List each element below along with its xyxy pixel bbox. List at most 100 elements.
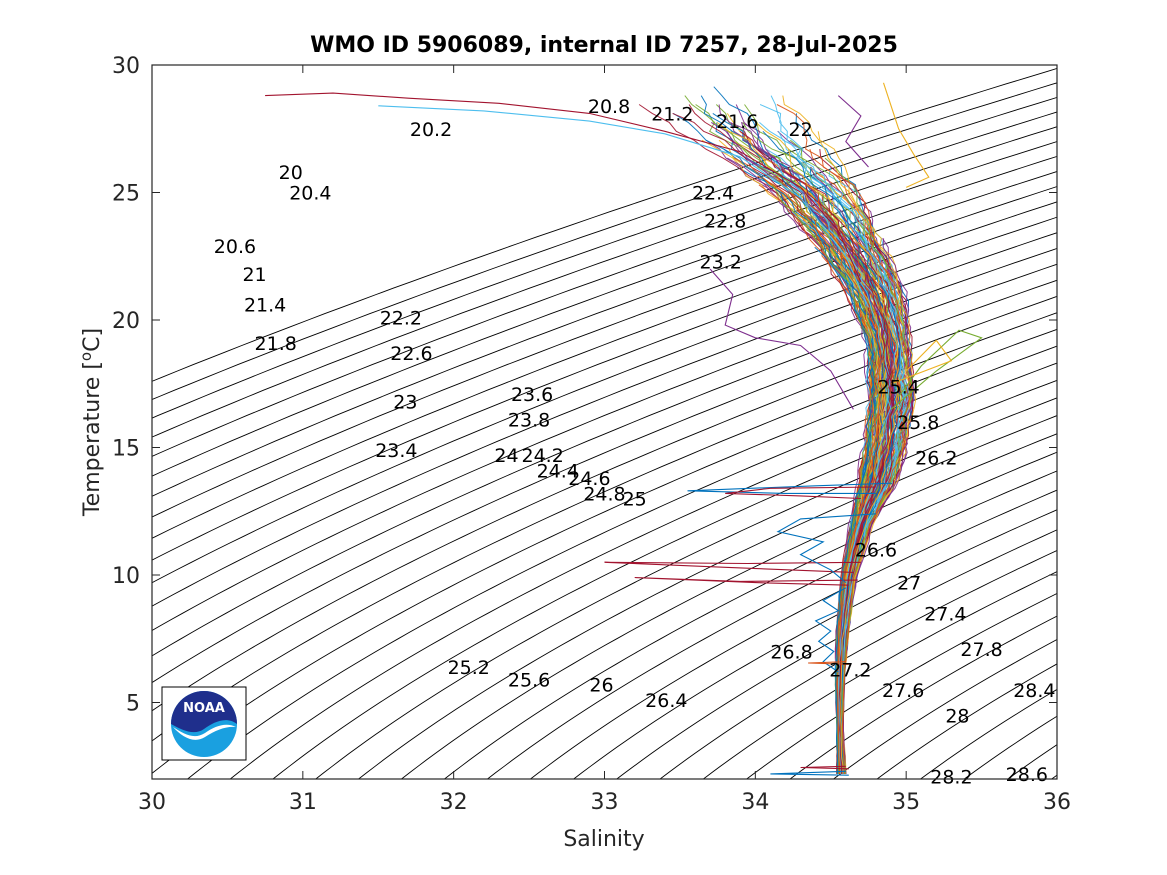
density-contour-label: 27.8: [960, 639, 1002, 661]
density-contour-label: 22.4: [692, 183, 734, 205]
x-axis-label: Salinity: [563, 827, 644, 852]
density-contour-label: 21.4: [244, 295, 286, 317]
density-contour: [443, 451, 1057, 779]
density-contour: [616, 529, 1057, 779]
density-contour-label: 24.2: [522, 445, 564, 467]
chart-title: WMO ID 5906089, internal ID 7257, 28-Jul…: [310, 33, 898, 58]
profile-line-surface-inflow-cyan: [378, 105, 870, 308]
density-contour-label: 20: [279, 162, 303, 184]
density-contour: [357, 415, 1057, 779]
profile-line-upper-right-spikes: [837, 95, 869, 168]
profile-line-intrusion-11: [776, 513, 877, 584]
density-contour-label: 26.4: [645, 690, 687, 712]
y-tick-label: 30: [112, 54, 140, 79]
density-contour-label: 20.2: [410, 119, 452, 141]
density-contour: [745, 592, 1057, 779]
density-contour-label: 23.4: [375, 440, 417, 462]
density-contour: [789, 615, 1057, 779]
profile-line-intrusion-13: [687, 482, 892, 494]
density-contour: [152, 232, 1057, 607]
density-contour: [152, 201, 1057, 561]
density-contour-label: 27.2: [829, 659, 871, 681]
density-contour-label: 22: [788, 119, 812, 141]
density-contour: [152, 216, 1057, 584]
density-contour: [152, 186, 1057, 539]
profile-line: [766, 175, 881, 774]
profile-line: [824, 211, 895, 774]
density-contour: [152, 328, 1057, 774]
y-tick-label: 25: [112, 182, 140, 207]
density-contour-label: 27.6: [882, 680, 924, 702]
y-axis: 5 10 15 20 25 30: [112, 54, 1057, 717]
density-contour-label: 28.2: [930, 766, 972, 788]
density-contour: [152, 263, 1057, 657]
density-contour-label: 28.4: [1013, 680, 1055, 702]
y-axis-label-main: Temperature [: [80, 361, 105, 517]
density-contour-label: 28.6: [1006, 764, 1048, 786]
y-axis-label: Temperature [oC]: [77, 328, 105, 517]
y-axis-label-unit: C]: [80, 328, 105, 352]
density-contour-label: 26.8: [770, 642, 812, 664]
profile-line-surface-inflow-long: [265, 92, 862, 283]
profile-line-wiggle-deep: [814, 587, 847, 673]
density-contour: [186, 345, 1057, 779]
density-contour-label: 28: [945, 705, 969, 727]
density-contour-label: 23.8: [508, 409, 550, 431]
profile-line-bottom-spike: [770, 770, 849, 776]
profile-line-intrusion-10b: [634, 576, 858, 586]
density-contour: [315, 397, 1057, 779]
density-contour: [152, 67, 1057, 382]
profile-line-right-excursion: [890, 329, 983, 410]
density-contour: [486, 470, 1057, 779]
profile-line: [776, 104, 914, 774]
y-tick-label: 20: [112, 309, 140, 334]
y-axis-label-degree: o: [77, 352, 95, 361]
density-contour-label: 20.6: [214, 236, 256, 258]
density-contour-label: 22.6: [390, 343, 432, 365]
x-tick-label: 36: [1043, 790, 1071, 815]
density-contour: [152, 247, 1057, 632]
x-tick-label: 32: [440, 790, 468, 815]
density-contour: [152, 96, 1057, 419]
density-contour-label: 24.6: [568, 468, 610, 490]
profile-line: [771, 157, 892, 774]
density-contour-label: 22.8: [704, 211, 746, 233]
logo-text: NOAA: [183, 701, 225, 716]
density-contour-label: 26: [589, 675, 613, 697]
profile-line-low-s-branch: [709, 268, 854, 410]
profile-line-bottom-spike-2: [800, 765, 849, 770]
x-tick-label: 34: [741, 790, 769, 815]
density-contour-label: 21.8: [255, 333, 297, 355]
profile-line: [835, 273, 876, 774]
profile-line-intrusion-13b: [725, 486, 877, 500]
profile-line-mid-spike: [808, 661, 849, 665]
profile-lines: [265, 82, 983, 776]
density-contours: [152, 67, 1057, 779]
density-contour: [702, 571, 1057, 779]
density-contour: [152, 295, 1057, 712]
density-contour-label: 25.4: [877, 376, 919, 398]
density-contour-label: 26.2: [915, 448, 957, 470]
density-contour-label: 25: [623, 489, 647, 511]
density-contour: [152, 111, 1057, 438]
density-contour-label: 23.2: [699, 251, 741, 273]
density-contour-label: 21: [242, 264, 266, 286]
density-contour: [400, 433, 1057, 779]
density-contour-label: 22.2: [380, 307, 422, 329]
density-contour: [152, 312, 1057, 742]
density-contour: [529, 489, 1057, 779]
density-contour-label: 24.4: [537, 460, 579, 482]
density-contour-label: 25.6: [508, 670, 550, 692]
profile-line-right-excursion-2: [890, 339, 953, 385]
density-contour: [572, 509, 1057, 779]
x-tick-label: 30: [138, 790, 166, 815]
density-contour-label: 20.4: [289, 183, 331, 205]
density-contour: [832, 639, 1057, 779]
profile-line: [841, 220, 913, 774]
density-contour: [152, 82, 1057, 401]
density-contour: [272, 379, 1057, 779]
density-contour: [659, 549, 1057, 779]
density-contour-label: 26.6: [855, 540, 897, 562]
